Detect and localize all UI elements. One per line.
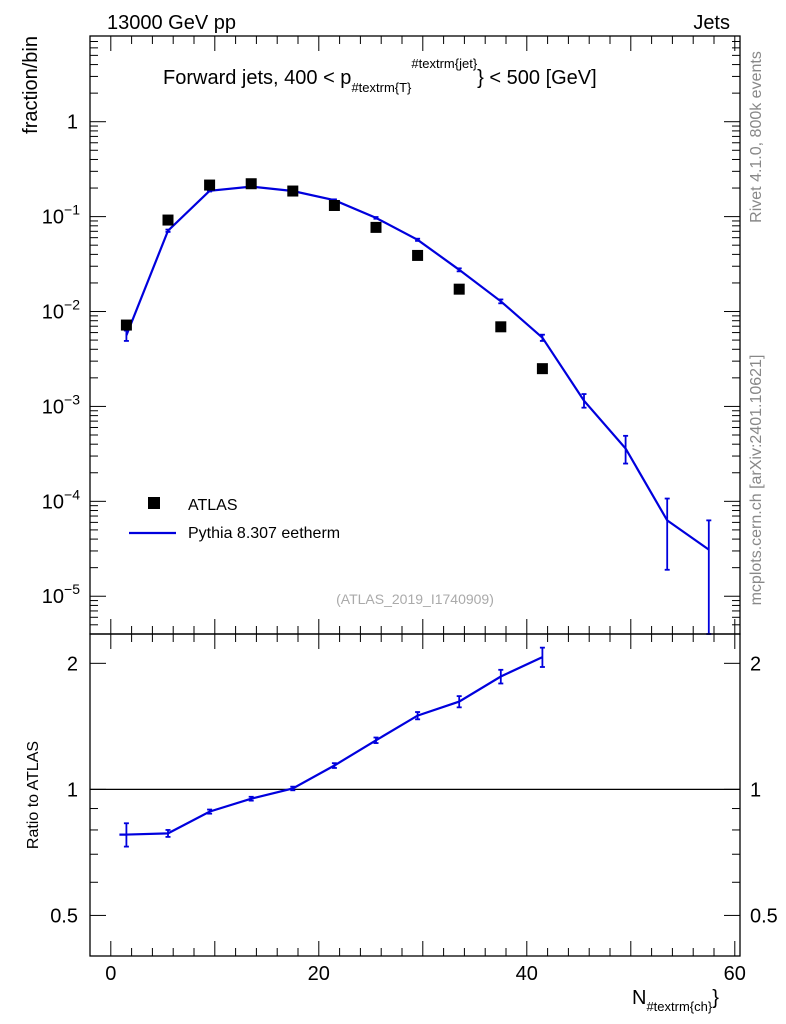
y-tick-mantissa: 10 [42, 491, 64, 513]
y-tick-mantissa: 10 [42, 396, 64, 418]
main-y-tick-label: 10−4 [42, 486, 80, 513]
x-tick-label: 20 [308, 963, 330, 985]
title-subscript: #textrm{T} [351, 80, 412, 95]
energy-label: 13000 GeV pp [107, 12, 236, 34]
pythia-series-line [125, 185, 710, 551]
atlas-data-point [495, 321, 507, 333]
ratio-series-line [119, 656, 543, 836]
y-tick-exponent: −2 [64, 297, 80, 313]
ratio-plot-frame [89, 633, 741, 957]
category-label: Jets [693, 12, 730, 34]
x-tick-label: 0 [105, 963, 116, 985]
atlas-data-point [162, 214, 174, 226]
atlas-data-point [536, 363, 548, 375]
x-tick-labels: 0 20 40 60 [105, 963, 746, 985]
main-data-layer [120, 178, 712, 635]
atlas-data-point [245, 178, 257, 190]
title-superscript: #textrm{jet} [411, 56, 477, 71]
ratio-data-layer [119, 646, 545, 848]
y-tick-exponent: −1 [64, 202, 80, 218]
x-axis-label: N#textrm{ch}} [632, 987, 719, 1014]
ratio-y-axis-label: Ratio to ATLAS [25, 741, 42, 849]
x-tick-label: 60 [724, 963, 746, 985]
y-tick-exponent: −4 [64, 486, 80, 502]
atlas-data-point [120, 319, 132, 331]
main-x-ticks [89, 36, 736, 634]
legend: ATLAS Pythia 8.307 eetherm [129, 497, 340, 542]
atlas-data-point [412, 249, 424, 261]
ratio-y-tick-label-left: 0.5 [50, 905, 78, 927]
ratio-x-ticks [89, 634, 736, 956]
y-tick-mantissa: 10 [42, 207, 64, 229]
ratio-y-tick-label-right: 2 [750, 653, 761, 675]
x-label-main: N [632, 987, 646, 1009]
legend-atlas-label: ATLAS [188, 497, 238, 514]
main-y-axis-label: fraction/bin [20, 36, 42, 134]
main-y-tick-label: 10−3 [42, 391, 80, 418]
y-tick-mantissa: 10 [42, 586, 64, 608]
atlas-data-point [287, 185, 299, 197]
ratio-y-tick-label-right: 0.5 [750, 905, 778, 927]
ratio-plot-panel: 2 2 1 1 0.5 0.5 0 20 40 60 Ratio to ATLAS N#text… [25, 633, 778, 1014]
x-label-end: } [712, 987, 719, 1009]
main-y-tick-labels: 110−110−210−310−410−5 [42, 112, 80, 609]
ratio-y-tick-label-left: 1 [67, 779, 78, 801]
main-y-ticks [90, 35, 740, 635]
legend-pythia-label: Pythia 8.307 eetherm [188, 525, 340, 542]
main-y-tick-label: 1 [67, 112, 78, 134]
main-y-tick-label: 10−1 [42, 202, 80, 229]
plot-title: Forward jets, 400 < p#textrm{T} #textrm{j… [163, 56, 597, 95]
x-label-subscript: #textrm{ch} [646, 999, 712, 1014]
main-y-tick-label: 10−2 [42, 297, 80, 324]
legend-atlas-marker [148, 497, 160, 509]
atlas-data-point [453, 283, 465, 295]
ratio-y-tick-label-right: 1 [750, 779, 761, 801]
atlas-data-point [328, 199, 340, 211]
ratio-y-tick-label-left: 2 [67, 653, 78, 675]
atlas-data-point [204, 179, 216, 191]
title-main: Forward jets, 400 < p [163, 67, 351, 89]
y-tick-exponent: −3 [64, 391, 80, 407]
title-end: } < 500 [GeV] [477, 67, 597, 89]
analysis-watermark: (ATLAS_2019_I1740909) [336, 591, 494, 607]
x-tick-label: 40 [516, 963, 538, 985]
atlas-data-point [370, 221, 382, 233]
y-tick-mantissa: 10 [42, 302, 64, 324]
main-y-tick-label: 10−5 [42, 581, 80, 608]
y-tick-exponent: −5 [64, 581, 80, 597]
rivet-label: Rivet 4.1.0, 800k events [748, 51, 765, 223]
ratio-y-tick-labels: 2 2 1 1 0.5 0.5 [50, 653, 778, 927]
mcplots-label: mcplots.cern.ch [arXiv:2401.10621] [748, 355, 765, 606]
main-plot-panel: 110−110−210−310−410−5 Forward jets, 400 … [20, 35, 741, 635]
